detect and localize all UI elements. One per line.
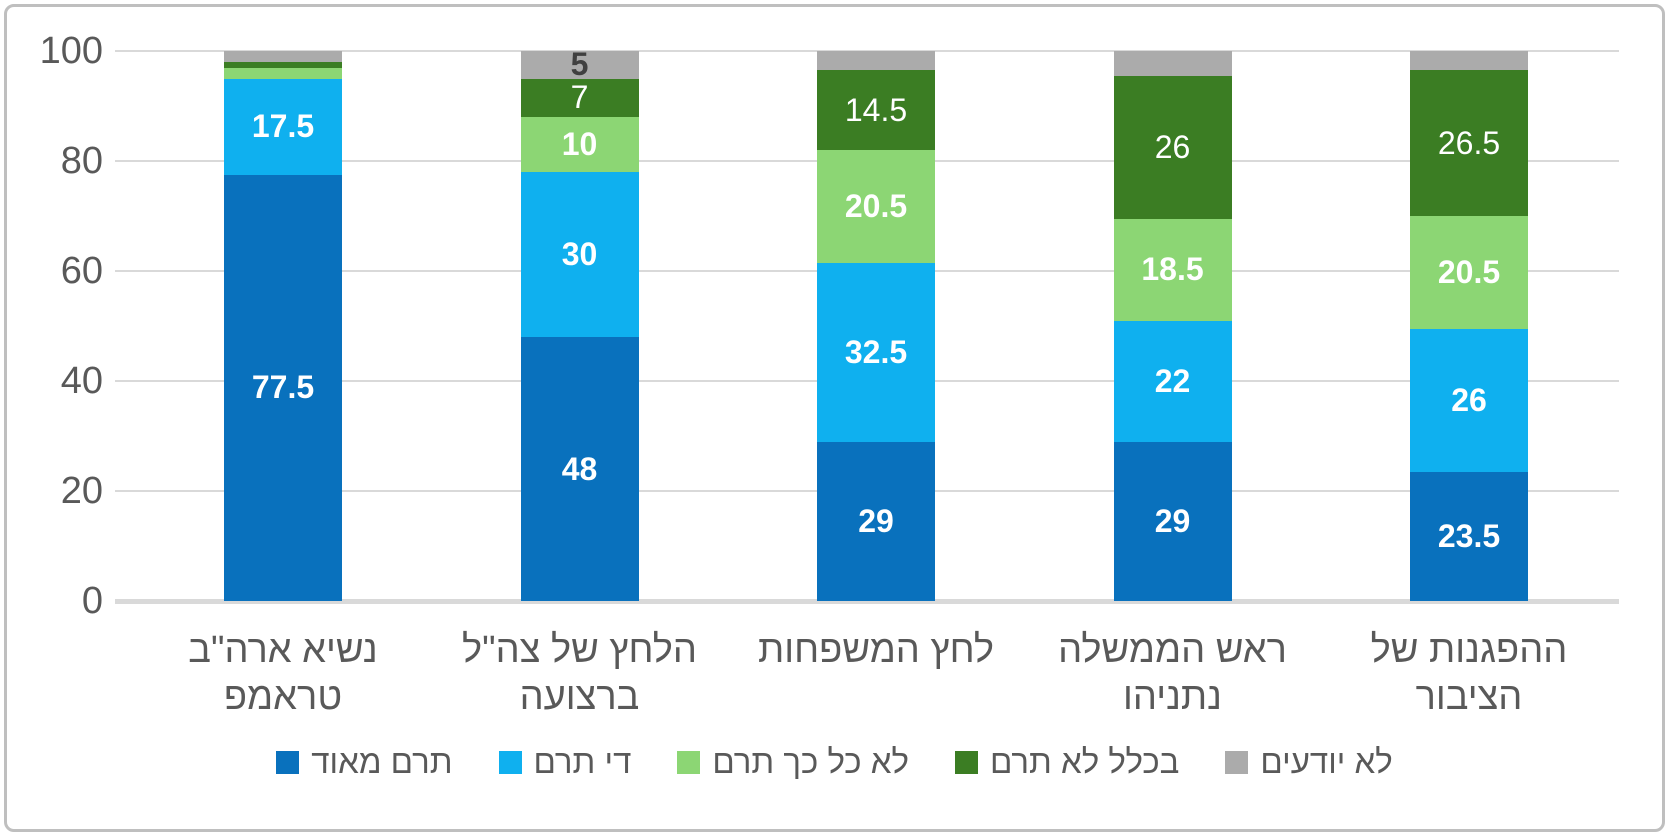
legend-item: לא יודעים: [1225, 743, 1393, 781]
x-axis-line: [115, 598, 1619, 604]
category-label-line: הציבור: [1415, 676, 1523, 718]
category-label-line: הלחץ של צה"ל: [461, 629, 697, 671]
y-axis-tick-label: 60: [60, 250, 103, 292]
bar-value-label: 14.5: [844, 91, 908, 128]
bar-segment: 48: [520, 337, 639, 601]
category-label: נשיא ארה"ב טראמפ: [123, 627, 443, 721]
bar-value-label: 18.5: [1141, 251, 1204, 288]
bar-segment: 10: [520, 117, 639, 172]
bar-segment: [1410, 51, 1528, 71]
bar-segment: 23.5: [1410, 471, 1528, 601]
category-label-line: ההפגנות של: [1370, 629, 1568, 671]
bar-value-label: 5: [570, 46, 589, 83]
bar-segment: 5: [520, 46, 639, 82]
chart-frame: 0 20 40 60 80 100 77.5 17.5 נשיא ארה"ב טראמפ 48 30 1…: [4, 4, 1665, 832]
y-axis-tick-label: 40: [60, 360, 103, 402]
legend-swatch-icon: [677, 750, 701, 774]
bar-value-label: 77.5: [251, 369, 315, 406]
category-label-line: לחץ המשפחות: [758, 629, 994, 671]
category-label-line: ראש הממשלה: [1058, 629, 1287, 671]
bar-segment: 18.5: [1113, 218, 1232, 321]
category-label: הלחץ של צה"ל ברצועה: [420, 627, 740, 721]
legend-item: די תרם: [498, 743, 632, 781]
legend-item: תרם מאוד: [276, 743, 453, 781]
bar-value-label: 20.5: [1437, 253, 1501, 290]
bar-segment: 29: [817, 441, 935, 601]
bar-value-label: 20.5: [844, 187, 908, 224]
bar-value-label: 29: [858, 502, 894, 539]
legend-label: לא כל כך תרם: [712, 743, 909, 780]
y-axis-tick-label: 20: [60, 470, 103, 512]
category-label: ראש הממשלה נתניהו: [1013, 627, 1333, 721]
bar-segment: 7: [520, 78, 639, 117]
legend-label: די תרם: [533, 743, 632, 780]
bar-value-label: 29: [1154, 502, 1191, 539]
bar-segment: 26: [1410, 328, 1528, 472]
category-label: ההפגנות של הציבור: [1309, 627, 1629, 721]
legend-label: תרם מאוד: [311, 743, 453, 780]
bar-value-label: 26: [1154, 128, 1191, 165]
legend-swatch-icon: [955, 750, 978, 774]
category-label-line: ברצועה: [519, 676, 640, 718]
bar-value-label: 48: [561, 450, 598, 487]
legend: תרם מאוד די תרם לא כל כך תרם בכלל לא תרם לא …: [7, 743, 1662, 781]
category-label: לחץ המשפחות: [716, 627, 1036, 674]
bar-segment: [817, 51, 935, 71]
bar-value-label: 22: [1154, 362, 1191, 399]
legend-label: לא יודעים: [1260, 743, 1393, 780]
bar-segment: 32.5: [817, 262, 935, 442]
category-label-line: נשיא ארה"ב: [188, 629, 378, 671]
bar-segment: [224, 67, 342, 79]
bar-segment: 20.5: [817, 150, 935, 263]
bar-segment: 14.5: [817, 70, 935, 150]
legend-swatch-icon: [498, 750, 522, 774]
bar-segment: 17.5: [224, 78, 342, 175]
legend-swatch-icon: [1225, 750, 1249, 774]
bar-segment: 29: [1113, 441, 1232, 601]
bar-value-label: 10: [561, 126, 598, 162]
legend-item: לא כל כך תרם: [677, 743, 909, 781]
bar-segment: 30: [520, 172, 639, 337]
bar-segment: [224, 51, 342, 62]
legend-item: בכלל לא תרם: [955, 743, 1179, 781]
legend-label: בכלל לא תרם: [990, 743, 1180, 780]
legend-swatch-icon: [276, 750, 300, 774]
bar-segment: [1113, 51, 1232, 76]
bar-value-label: 30: [561, 236, 598, 272]
bar-value-label: 23.5: [1437, 517, 1501, 554]
bar-value-label: 26: [1451, 381, 1487, 418]
bar-segment: 26: [1113, 75, 1232, 219]
category-label-line: טראמפ: [223, 676, 343, 718]
y-axis-tick-label: 0: [81, 580, 103, 622]
bar-value-label: 17.5: [251, 108, 315, 145]
bar-segment: 77.5: [224, 174, 342, 601]
y-axis-tick-label: 100: [39, 30, 103, 72]
bar-value-label: 7: [570, 79, 589, 116]
y-axis-tick-label: 80: [60, 140, 103, 182]
category-label-line: נתניהו: [1123, 676, 1222, 718]
bar-segment: [224, 62, 342, 68]
bar-value-label: 26.5: [1437, 124, 1501, 161]
bar-segment: 26.5: [1410, 70, 1528, 216]
bar-value-label: 32.5: [844, 333, 908, 370]
bar-segment: 20.5: [1410, 216, 1528, 329]
bar-segment: 22: [1113, 320, 1232, 442]
